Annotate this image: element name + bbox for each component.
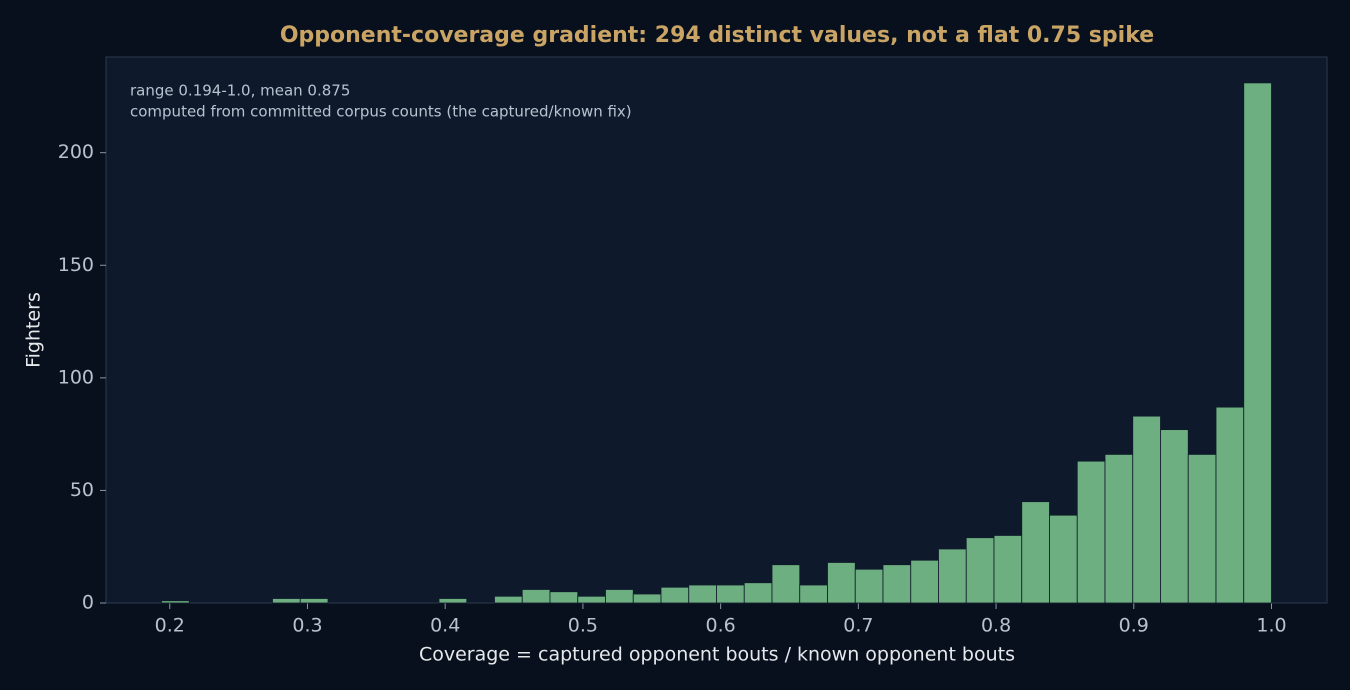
x-tick-label: 0.9: [1119, 615, 1149, 637]
bar: [521, 589, 551, 604]
bar: [771, 564, 801, 604]
y-axis-label: Fighters: [23, 292, 45, 368]
x-tick-label: 0.4: [430, 615, 460, 637]
bar: [1132, 415, 1161, 604]
y-tick-label: 50: [70, 479, 94, 501]
bar: [1021, 501, 1050, 604]
bar: [688, 584, 717, 604]
bar: [1104, 453, 1134, 604]
bar: [161, 600, 190, 604]
bar: [272, 598, 301, 604]
annotation: range 0.194-1.0, mean 0.875: [130, 82, 350, 100]
bar: [827, 562, 856, 604]
bar: [1049, 514, 1078, 604]
bar: [1160, 429, 1189, 604]
x-tick-label: 1.0: [1256, 615, 1286, 637]
bar: [494, 595, 523, 604]
bar: [716, 584, 745, 604]
bar: [632, 593, 662, 604]
bar: [743, 582, 773, 604]
bar: [660, 586, 690, 604]
bar: [549, 591, 579, 604]
bar: [965, 537, 995, 604]
bar: [577, 595, 606, 604]
bar: [882, 564, 912, 604]
bar: [1243, 82, 1272, 604]
y-tick-label: 200: [58, 141, 94, 163]
bar: [938, 548, 967, 604]
bar: [854, 568, 884, 604]
x-tick-label: 0.3: [292, 615, 322, 637]
annotation: computed from committed corpus counts (t…: [130, 103, 632, 121]
y-tick-label: 0: [82, 592, 94, 614]
x-axis-label: Coverage = captured opponent bouts / kno…: [419, 644, 1015, 666]
x-tick-label: 0.2: [155, 615, 185, 637]
x-tick-label: 0.5: [568, 615, 598, 637]
bar: [1215, 406, 1245, 604]
bar: [299, 598, 329, 604]
chart-title: Opponent-coverage gradient: 294 distinct…: [280, 23, 1154, 48]
y-tick-label: 100: [58, 366, 94, 388]
bar: [1187, 453, 1217, 604]
x-tick-label: 0.6: [706, 615, 736, 637]
bar: [438, 598, 468, 604]
bar: [799, 584, 828, 604]
x-tick-label: 0.7: [843, 615, 873, 637]
bar: [605, 589, 634, 604]
bar: [910, 559, 939, 604]
y-tick-label: 150: [58, 254, 94, 276]
x-tick-label: 0.8: [981, 615, 1011, 637]
bar: [993, 535, 1023, 604]
bar: [1076, 460, 1106, 604]
